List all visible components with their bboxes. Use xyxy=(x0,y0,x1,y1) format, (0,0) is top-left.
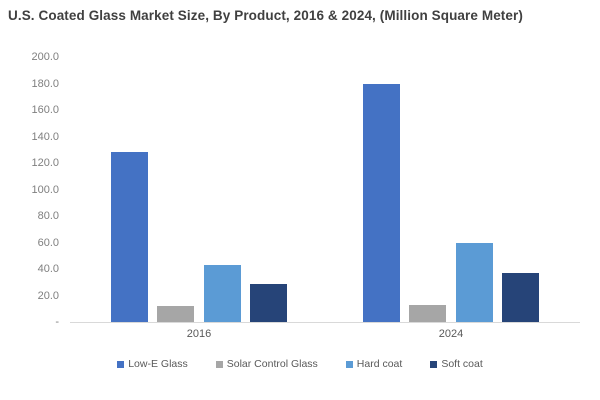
bar-low-e-glass-2016 xyxy=(111,152,149,322)
legend-label: Soft coat xyxy=(441,358,483,370)
legend-item-low-e-glass: Low-E Glass xyxy=(117,358,188,370)
legend-item-hard-coat: Hard coat xyxy=(345,358,403,370)
bar-hard-coat-2024 xyxy=(455,242,493,322)
x-category-label-2024: 2024 xyxy=(438,328,464,340)
y-tick-label: 40.0 xyxy=(37,263,59,275)
legend-item-solar-control-glass: Solar Control Glass xyxy=(215,358,318,370)
x-category-label-2016: 2016 xyxy=(186,328,212,340)
bar-soft-coat-2024 xyxy=(501,272,539,322)
legend-label: Low-E Glass xyxy=(128,358,188,370)
y-tick-label: 80.0 xyxy=(37,210,59,222)
legend-swatch-low-e-glass xyxy=(117,360,125,368)
legend: Low-E Glass Solar Control Glass Hard coat S… xyxy=(0,358,600,370)
legend-label: Hard coat xyxy=(356,358,403,370)
legend-swatch-soft-coat xyxy=(430,360,438,368)
legend-label: Solar Control Glass xyxy=(226,358,318,370)
x-axis-line xyxy=(70,322,580,323)
bar-soft-coat-2016 xyxy=(249,283,287,322)
bar-solar-control-glass-2016 xyxy=(157,306,195,322)
y-tick-label: - xyxy=(55,316,59,328)
legend-swatch-hard-coat xyxy=(345,360,353,368)
y-tick-label: 20.0 xyxy=(37,289,59,302)
bar-low-e-glass-2024 xyxy=(363,83,401,322)
y-tick-label: 200.0 xyxy=(31,51,59,63)
y-tick-label: 140.0 xyxy=(31,130,59,143)
y-tick-label: 180.0 xyxy=(31,77,59,90)
bar-hard-coat-2016 xyxy=(203,265,241,322)
legend-item-soft-coat: Soft coat xyxy=(430,358,483,370)
y-tick-label: 160.0 xyxy=(31,104,59,116)
chart-title: U.S. Coated Glass Market Size, By Produc… xyxy=(8,8,523,23)
bar-solar-control-glass-2024 xyxy=(409,304,447,322)
y-tick-label: 100.0 xyxy=(31,183,59,196)
legend-swatch-solar-control-glass xyxy=(215,360,223,368)
y-tick-label: 60.0 xyxy=(37,236,59,249)
y-tick-label: 120.0 xyxy=(31,157,59,169)
